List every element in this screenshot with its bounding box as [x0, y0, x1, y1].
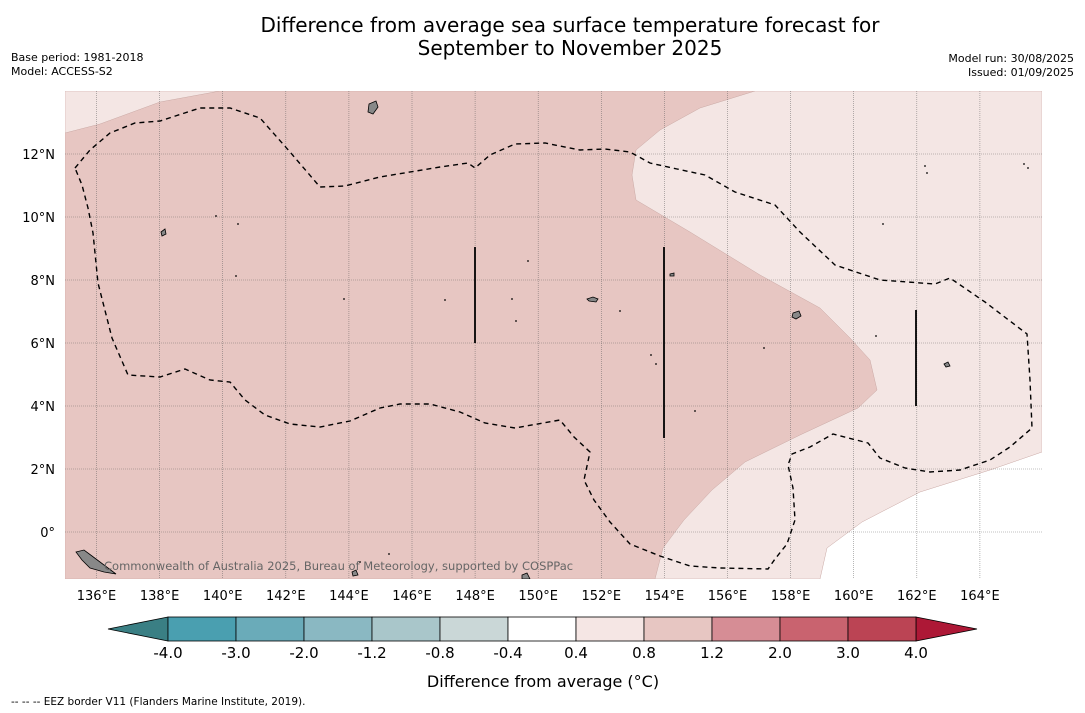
island-png-north — [75, 549, 117, 575]
colorbar-tick-label: 3.0 — [836, 644, 860, 662]
colorbar-segment — [507, 616, 577, 642]
lon-tick-label: 152°E — [582, 589, 622, 604]
colorbar-segment — [847, 616, 917, 642]
base-period: Base period: 1981-2018 — [11, 51, 144, 64]
colorbar-tick-label: 1.2 — [700, 644, 724, 662]
colorbar-tick-label: -0.4 — [493, 644, 522, 662]
map-area: Commonwealth of Australia 2025, Bureau o… — [65, 91, 1042, 579]
lon-tick-label: 148°E — [455, 589, 495, 604]
lon-tick-label: 140°E — [203, 589, 243, 604]
colorbar-segment — [303, 616, 373, 642]
lat-tick-label: 8°N — [31, 274, 56, 289]
island-kosrae — [943, 361, 951, 368]
lat-tick-label: 12°N — [22, 148, 55, 163]
lon-tick-label: 156°E — [708, 589, 748, 604]
colorbar-tick-label: 0.4 — [564, 644, 588, 662]
region-0.8-1.2 — [65, 91, 878, 579]
colorbar-tick-label: -1.2 — [357, 644, 386, 662]
colorbar-segment — [439, 616, 509, 642]
colorbar-tick-label: 4.0 — [904, 644, 928, 662]
axis-labels: 136°E 138°E 140°E 142°E 144°E 146°E 148°E 150°E… — [22, 148, 999, 604]
eez-border — [74, 107, 1033, 570]
island-pohnpei — [791, 310, 802, 320]
island-manus — [521, 572, 531, 579]
colorbar-segment — [575, 616, 645, 642]
island-yap — [160, 228, 167, 237]
lat-tick-label: 6°N — [31, 337, 56, 352]
colorbar-tick-label: -2.0 — [289, 644, 318, 662]
meta-right: Model run: 30/08/2025 Issued: 01/09/2025 — [948, 52, 1074, 80]
lon-tick-label: 158°E — [771, 589, 811, 604]
island-chuuk — [586, 296, 599, 303]
colorbar-segment — [371, 616, 441, 642]
island-small-b — [351, 569, 359, 577]
title-line-2: September to November 2025 — [417, 36, 723, 60]
lon-tick-label: 138°E — [140, 589, 180, 604]
colorbar-segment — [235, 616, 305, 642]
issued-date: Issued: 01/09/2025 — [967, 66, 1074, 79]
colorbar-label: Difference from average (°C) — [427, 672, 659, 691]
lat-tick-label: 4°N — [31, 400, 56, 415]
lon-tick-label: 154°E — [645, 589, 685, 604]
lon-tick-label: 164°E — [960, 589, 1000, 604]
lon-tick-label: 144°E — [329, 589, 369, 604]
lat-tick-label: 10°N — [22, 211, 55, 226]
lon-tick-label: 142°E — [266, 589, 306, 604]
copyright-text: Commonwealth of Australia 2025, Bureau o… — [104, 559, 573, 573]
colorbar-tick-label: 0.8 — [632, 644, 656, 662]
title-line-1: Difference from average sea surface temp… — [260, 13, 880, 37]
lon-tick-label: 136°E — [77, 589, 117, 604]
colorbar-segment — [711, 616, 781, 642]
lat-tick-label: 2°N — [31, 463, 56, 478]
lon-tick-label: 160°E — [834, 589, 874, 604]
lon-tick-label: 150°E — [518, 589, 558, 604]
lat-tick-label: 0° — [40, 526, 55, 541]
atolls — [215, 163, 1029, 563]
island-small-a — [669, 272, 675, 277]
colorbar: -4.0 -3.0 -2.0 -1.2 -0.8 -0.4 0.4 0.8 1.2 2.0 3.0 4… — [107, 616, 978, 662]
colorbar-over-arrow — [915, 616, 978, 642]
footer-note: -- -- -- EEZ border V11 (Flanders Marine… — [11, 696, 306, 708]
colorbar-tick-label: -4.0 — [153, 644, 182, 662]
colorbar-segment — [167, 616, 237, 642]
chart-title: Difference from average sea surface temp… — [0, 14, 1085, 60]
colorbar-segment — [779, 616, 849, 642]
model-name: Model: ACCESS-S2 — [11, 65, 113, 78]
colorbar-tick-label: -0.8 — [425, 644, 454, 662]
lon-tick-label: 162°E — [897, 589, 937, 604]
colorbar-tick-label: 2.0 — [768, 644, 792, 662]
colorbar-under-arrow — [107, 616, 169, 642]
lon-tick-label: 146°E — [392, 589, 432, 604]
island-guam — [367, 100, 379, 115]
map-grid — [65, 91, 1042, 579]
boundary-lines — [474, 247, 917, 438]
colorbar-segment — [643, 616, 713, 642]
islands — [75, 100, 951, 579]
colorbar-tick-label: -3.0 — [221, 644, 250, 662]
model-run: Model run: 30/08/2025 — [948, 52, 1074, 65]
meta-left: Base period: 1981-2018 Model: ACCESS-S2 — [11, 51, 143, 79]
